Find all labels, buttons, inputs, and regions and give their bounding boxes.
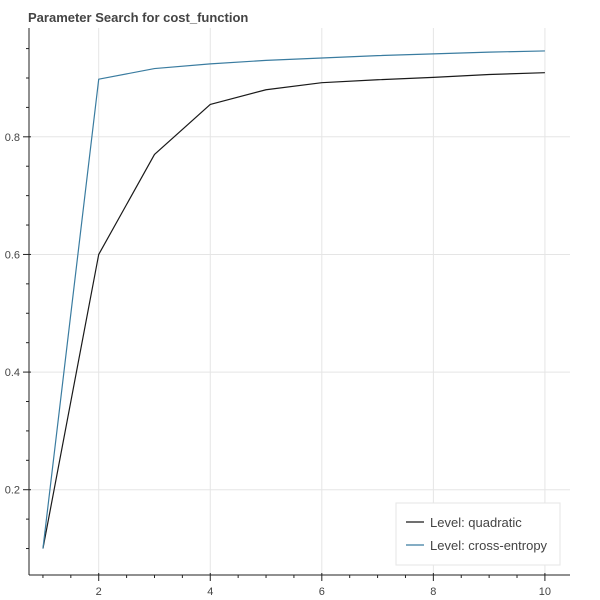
series-line-level-quadratic — [43, 73, 545, 549]
grid — [29, 28, 570, 575]
legend-label: Level: cross-entropy — [430, 538, 548, 553]
series-line-level-cross-entropy — [43, 51, 545, 549]
x-tick-label: 4 — [207, 586, 213, 598]
legend-label: Level: quadratic — [430, 515, 522, 530]
x-tick-label: 6 — [319, 586, 325, 598]
chart-title: Parameter Search for cost_function — [28, 10, 248, 25]
y-tick-label: 0.2 — [5, 485, 20, 497]
y-tick-label: 0.4 — [5, 367, 20, 379]
x-tick-label: 8 — [430, 586, 436, 598]
y-tick-label: 0.8 — [5, 132, 20, 144]
legend[interactable]: Level: quadratic Level: cross-entropy — [396, 503, 560, 565]
series-lines — [43, 51, 545, 549]
x-tick-label: 10 — [539, 586, 551, 598]
y-tick-label: 0.6 — [5, 249, 20, 261]
x-tick-label: 2 — [96, 586, 102, 598]
legend-box — [396, 503, 560, 565]
